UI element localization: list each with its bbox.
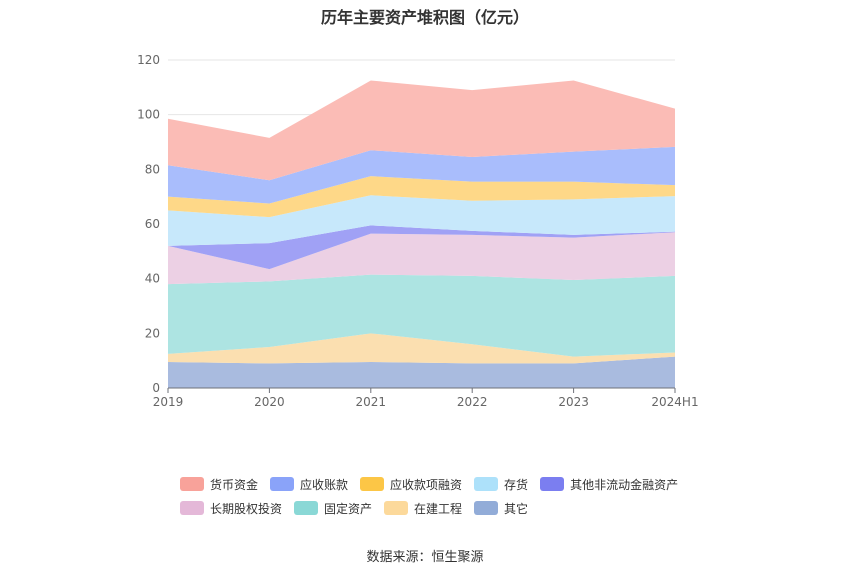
x-tick-label: 2022 — [457, 395, 488, 409]
legend-item[interactable]: 其它 — [474, 500, 528, 517]
legend-label: 固定资产 — [324, 501, 373, 516]
legend-item[interactable]: 其他非流动金融资产 — [540, 476, 678, 493]
legend-swatch — [384, 501, 409, 515]
legend-row-1: 货币资金 应收账款 应收款项融资 存货 其他非流动金融资产 — [180, 472, 700, 496]
legend-label: 其它 — [504, 501, 529, 516]
legend-item[interactable]: 存货 — [474, 476, 528, 493]
legend-item[interactable]: 在建工程 — [384, 500, 462, 517]
area-在建工程 — [168, 333, 675, 364]
chart-title: 历年主要资产堆积图（亿元） — [320, 8, 529, 27]
y-tick-label: 100 — [137, 108, 160, 122]
legend-label: 长期股权投资 — [210, 501, 283, 516]
legend: 货币资金 应收账款 应收款项融资 存货 其他非流动金融资产 长期股权投资 固定资产 在建工程… — [180, 472, 700, 520]
legend-item[interactable]: 固定资产 — [294, 500, 372, 517]
y-tick-label: 60 — [145, 217, 160, 231]
legend-item[interactable]: 货币资金 — [180, 476, 258, 493]
area-货币资金 — [168, 80, 675, 181]
y-tick-label: 40 — [145, 272, 160, 286]
x-tick-label: 2021 — [356, 395, 387, 409]
legend-label: 货币资金 — [210, 477, 259, 492]
area-应收款项融资 — [168, 176, 675, 218]
stacked-area-chart: 0 20 40 60 80 100 120 2019 2020 2021 2022 2023 2024H… — [137, 53, 699, 409]
legend-swatch — [540, 477, 565, 491]
legend-swatch — [474, 477, 499, 491]
legend-swatch — [270, 477, 295, 491]
legend-item[interactable]: 应收账款 — [270, 476, 348, 493]
area-其他非流动金融资产 — [168, 225, 675, 270]
area-应收账款 — [168, 146, 675, 204]
axes: 0 20 40 60 80 100 120 2019 2020 2021 2022 2023 2024H… — [137, 53, 699, 409]
data-source: 数据来源：恒生聚源 — [366, 550, 484, 565]
area-其它 — [168, 356, 675, 388]
legend-label: 在建工程 — [414, 501, 463, 516]
legend-swatch — [180, 477, 204, 491]
legend-swatch — [360, 477, 385, 491]
legend-item[interactable]: 长期股权投资 — [180, 500, 282, 517]
legend-item[interactable]: 应收款项融资 — [360, 476, 462, 493]
x-tick-label: 2023 — [558, 395, 589, 409]
y-tick-label: 120 — [137, 53, 160, 67]
legend-label: 其他非流动金融资产 — [570, 477, 679, 492]
legend-swatch — [474, 501, 499, 515]
legend-label: 存货 — [504, 477, 529, 492]
area-长期股权投资 — [168, 232, 675, 285]
y-tick-label: 0 — [152, 381, 160, 395]
y-tick-label: 20 — [145, 326, 160, 340]
area-固定资产 — [168, 274, 675, 357]
legend-row-2: 长期股权投资 固定资产 在建工程 其它 — [180, 496, 700, 520]
legend-label: 应收款项融资 — [390, 477, 463, 492]
x-tick-label: 2019 — [153, 395, 184, 409]
legend-swatch — [180, 501, 204, 515]
x-tick-label: 2024H1 — [651, 395, 698, 409]
legend-swatch — [294, 501, 319, 515]
y-tick-label: 80 — [145, 162, 160, 176]
legend-label: 应收账款 — [300, 477, 349, 492]
x-tick-label: 2020 — [254, 395, 285, 409]
area-存货 — [168, 195, 675, 246]
area-series — [168, 80, 675, 388]
